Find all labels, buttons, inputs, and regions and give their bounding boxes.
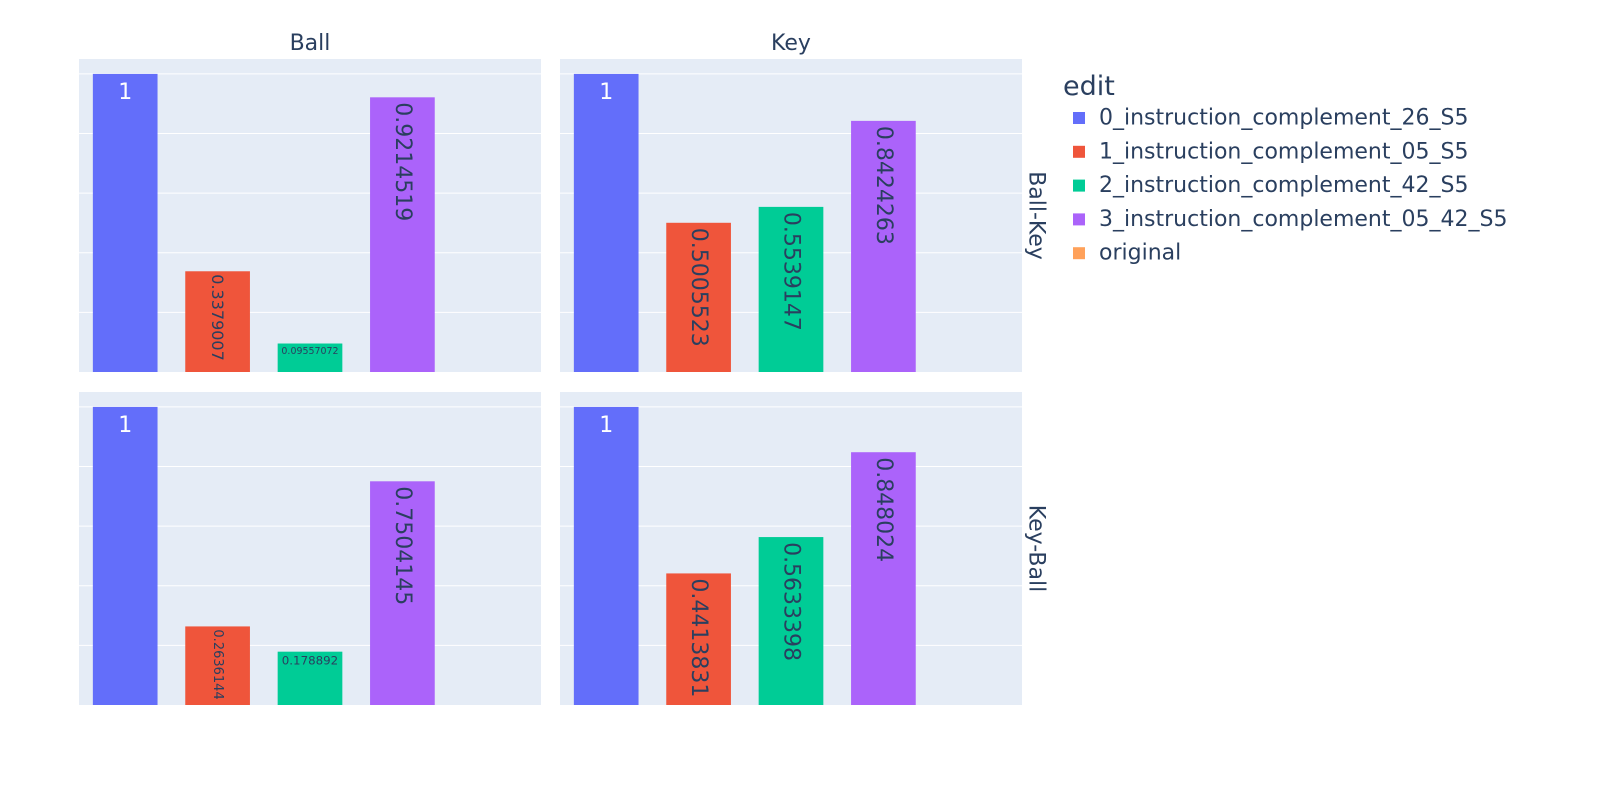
bar bbox=[370, 481, 435, 705]
facet-titles: Ball Key Ball-Key Key-Ball bbox=[290, 31, 1049, 592]
bar bbox=[666, 222, 731, 372]
legend: edit 0_instruction_complement_26_S5 1_ins… bbox=[1063, 71, 1507, 266]
legend-item-label: 3_instruction_complement_05_42_S5 bbox=[1099, 207, 1507, 232]
bar bbox=[92, 406, 158, 705]
bar bbox=[851, 452, 916, 705]
bar bbox=[666, 573, 731, 705]
bar-data-label: 0.848024 bbox=[871, 457, 896, 562]
legend-swatch bbox=[1073, 179, 1085, 192]
legend-item: 1_instruction_complement_05_S5 bbox=[1073, 139, 1468, 164]
bar bbox=[573, 406, 639, 705]
panel-key-ball-key: 1 0.4413831 0.5633398 0.848024 bbox=[560, 392, 1022, 705]
bar bbox=[277, 651, 343, 705]
bar bbox=[185, 626, 250, 705]
legend-title: edit bbox=[1063, 71, 1115, 102]
bar-data-label: 0.9214519 bbox=[390, 102, 415, 221]
column-title-ball: Ball bbox=[290, 31, 331, 56]
bar bbox=[92, 73, 158, 373]
bar-data-label: 1 bbox=[599, 80, 613, 105]
bar-data-label: 0.4413831 bbox=[686, 578, 711, 697]
bar bbox=[277, 343, 343, 372]
legend-item-label: original bbox=[1099, 241, 1181, 266]
panel-ball-key-ball: 1 0.3379007 0.09557072 0.9214519 bbox=[79, 59, 541, 373]
bar-data-label: 0.5633398 bbox=[779, 542, 804, 661]
panels-layer: 1 0.3379007 0.09557072 0.9214519 1 0.5005523 0… bbox=[79, 59, 1022, 705]
bar-data-label: 0.3379007 bbox=[208, 274, 227, 361]
bar-data-label: 1 bbox=[599, 413, 613, 438]
bar-data-label: 1 bbox=[118, 80, 132, 105]
bar-data-label: 0.7504145 bbox=[390, 486, 415, 605]
bar bbox=[370, 97, 435, 372]
legend-item-label: 0_instruction_complement_26_S5 bbox=[1099, 106, 1468, 131]
legend-swatch bbox=[1073, 247, 1085, 260]
legend-swatch bbox=[1073, 145, 1085, 158]
legend-swatch bbox=[1073, 213, 1085, 226]
bar-data-label: 0.5539147 bbox=[779, 212, 804, 331]
bar bbox=[851, 120, 916, 372]
bar bbox=[573, 73, 639, 373]
row-title-ball-key: Ball-Key bbox=[1024, 171, 1049, 260]
legend-item: 0_instruction_complement_26_S5 bbox=[1073, 106, 1468, 131]
panel-ball-key-key: 1 0.5005523 0.5539147 0.8424263 bbox=[560, 59, 1022, 373]
column-title-key: Key bbox=[771, 31, 811, 56]
bar-data-label: 1 bbox=[118, 413, 132, 438]
panel-key-ball-ball: 1 0.2636144 0.178892 0.7504145 bbox=[79, 392, 541, 705]
bar-data-label: 0.5005523 bbox=[686, 228, 711, 347]
legend-item-label: 2_instruction_complement_42_S5 bbox=[1099, 173, 1468, 198]
legend-item-label: 1_instruction_complement_05_S5 bbox=[1099, 139, 1468, 164]
row-title-key-ball: Key-Ball bbox=[1024, 505, 1049, 592]
bar bbox=[758, 537, 824, 705]
legend-item: original bbox=[1073, 241, 1181, 266]
legend-item: 2_instruction_complement_42_S5 bbox=[1073, 173, 1468, 198]
bar-data-label: 0.178892 bbox=[282, 653, 338, 667]
bar bbox=[185, 271, 250, 372]
legend-item: 3_instruction_complement_05_42_S5 bbox=[1073, 207, 1507, 232]
bar-data-label: 0.2636144 bbox=[210, 629, 225, 699]
legend-swatch bbox=[1073, 112, 1085, 124]
bar bbox=[758, 206, 824, 372]
bar-data-label: 0.09557072 bbox=[281, 346, 338, 357]
bar-data-label: 0.8424263 bbox=[871, 126, 896, 245]
